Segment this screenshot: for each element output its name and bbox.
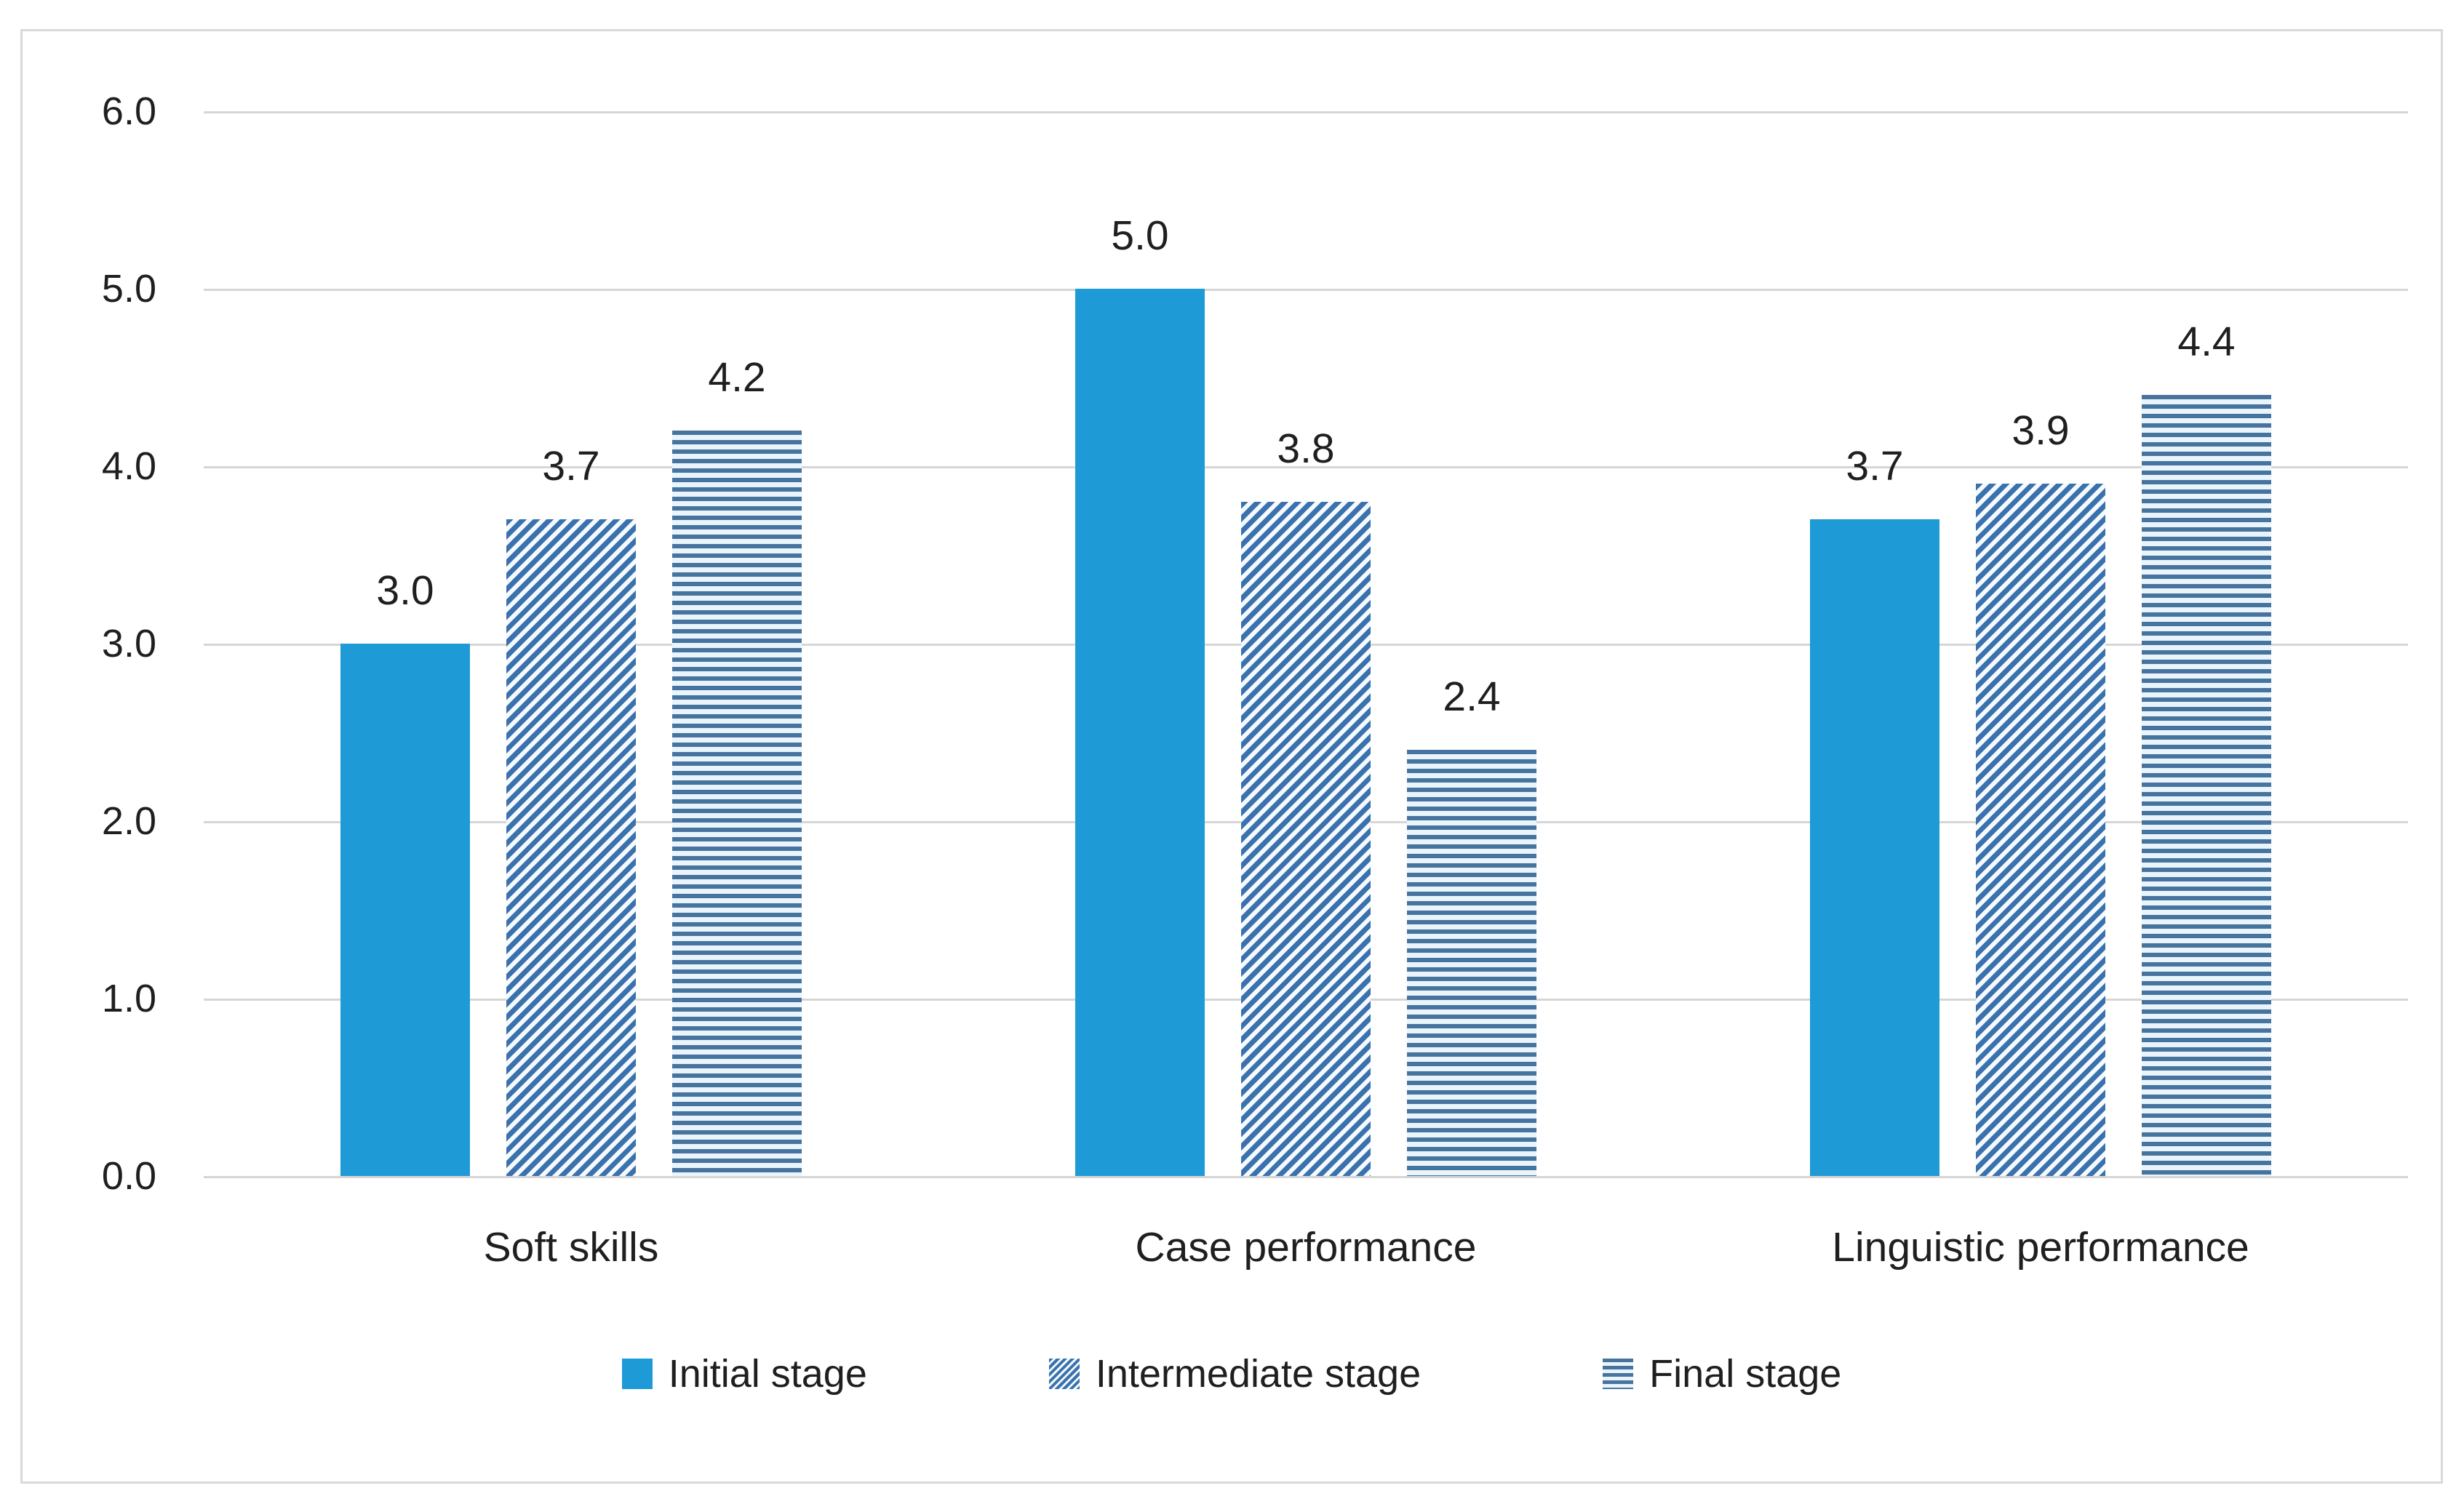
- legend-label: Final stage: [1649, 1352, 1842, 1396]
- legend-swatch-final-stage: [1603, 1359, 1634, 1389]
- legend-label: Intermediate stage: [1095, 1352, 1422, 1396]
- legend: Initial stage Intermediate stage Final s…: [20, 1351, 2443, 1396]
- gridline: [204, 289, 2408, 291]
- bar-linguistic-performance-final-stage: 4.4: [2142, 319, 2271, 1176]
- bar-value-label: 3.7: [542, 443, 600, 490]
- y-axis-tick-label: 2.0: [101, 799, 156, 843]
- bar-value-label: 2.4: [1443, 673, 1501, 721]
- bar-soft-skills-initial-stage: 3.0: [340, 567, 470, 1176]
- y-axis-tick-label: 1.0: [101, 977, 156, 1020]
- bar-linguistic-performance-initial-stage: 3.7: [1810, 443, 1939, 1176]
- bar-value-label: 4.2: [708, 354, 766, 401]
- bar-case-performance-intermediate-stage: 3.8: [1241, 425, 1371, 1176]
- bar-value-label: 3.9: [2012, 407, 2070, 455]
- bar-linguistic-performance-intermediate-stage: 3.9: [1976, 407, 2105, 1176]
- y-axis-tick-label: 5.0: [101, 267, 156, 311]
- category-label-linguistic-performance: Linguistic performance: [1832, 1224, 2249, 1271]
- legend-item-final-stage: Final stage: [1603, 1351, 1841, 1396]
- legend-item-intermediate-stage: Intermediate stage: [1048, 1351, 1422, 1396]
- bar-value-label: 4.4: [2177, 319, 2236, 366]
- category-label-case-performance: Case performance: [1135, 1224, 1477, 1271]
- gridline: [204, 466, 2408, 468]
- bar-soft-skills-final-stage: 4.2: [672, 354, 802, 1176]
- y-axis-tick-label: 6.0: [101, 89, 156, 133]
- category-label-soft-skills: Soft skills: [483, 1224, 659, 1271]
- bar-soft-skills-intermediate-stage: 3.7: [506, 443, 636, 1176]
- plot-area: 3.0 3.7 4.2 5.0 3.8 2.4 3.7: [204, 111, 2408, 1178]
- y-axis-tick-label: 0.0: [101, 1154, 156, 1198]
- bar-case-performance-initial-stage: 5.0: [1075, 212, 1205, 1176]
- gridline: [204, 111, 2408, 113]
- y-axis-tick-label: 4.0: [101, 444, 156, 488]
- bar-group-linguistic-performance: 3.7 3.9 4.4: [1673, 111, 2408, 1176]
- bar-group-case-performance: 5.0 3.8 2.4: [938, 111, 1673, 1176]
- bar-value-label: 3.8: [1277, 425, 1335, 472]
- bar-case-performance-final-stage: 2.4: [1407, 673, 1536, 1176]
- legend-swatch-initial-stage: [621, 1359, 653, 1389]
- y-axis-tick-label: 3.0: [101, 622, 156, 665]
- bar-value-label: 5.0: [1111, 212, 1169, 259]
- x-axis-baseline: [204, 1176, 2408, 1178]
- bar-value-label: 3.0: [376, 567, 434, 614]
- legend-swatch-intermediate-stage: [1048, 1359, 1080, 1389]
- bar-value-label: 3.7: [1846, 443, 1904, 490]
- legend-label: Initial stage: [668, 1352, 867, 1396]
- bar-group-soft-skills: 3.0 3.7 4.2: [204, 111, 938, 1176]
- legend-item-initial-stage: Initial stage: [621, 1351, 867, 1396]
